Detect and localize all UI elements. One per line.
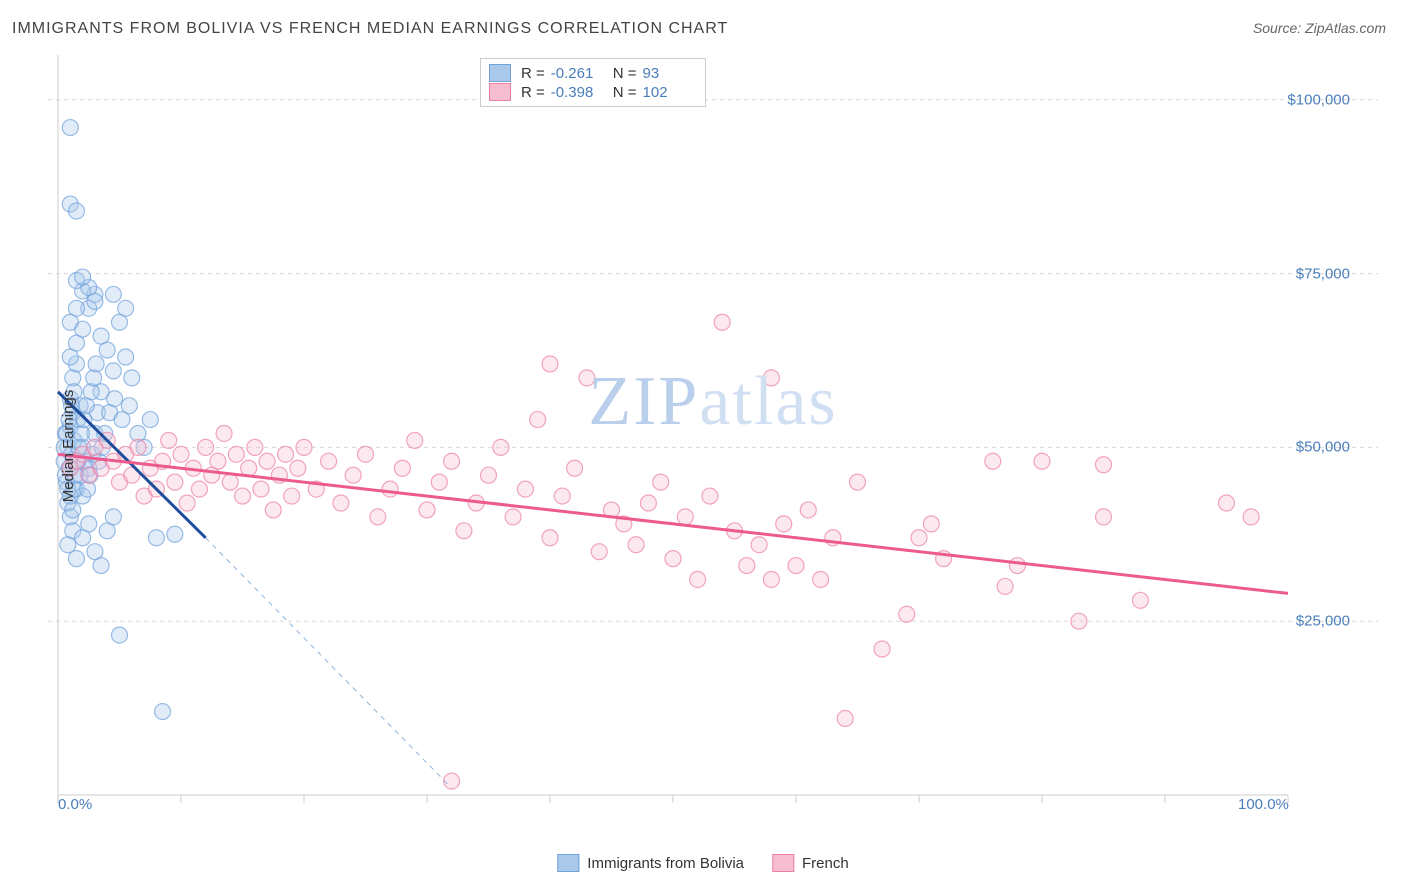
stats-row-bolivia: R = -0.261 N = 93: [489, 64, 695, 82]
swatch-bolivia: [489, 64, 511, 82]
legend-bottom: Immigrants from Bolivia French: [557, 854, 848, 872]
chart-area: ZIPatlas $25,000$50,000$75,000$100,0000.…: [48, 55, 1378, 825]
n-value-french: 102: [643, 84, 695, 101]
stats-legend-box: R = -0.261 N = 93 R = -0.398 N = 102: [480, 58, 706, 107]
r-label: R =: [521, 84, 545, 101]
y-tick-label: $75,000: [1296, 265, 1350, 282]
r-label: R =: [521, 65, 545, 82]
swatch-french: [489, 83, 511, 101]
x-tick-label: 0.0%: [58, 796, 92, 813]
n-label: N =: [613, 65, 637, 82]
x-tick-label: 100.0%: [1238, 796, 1289, 813]
legend-label-bolivia: Immigrants from Bolivia: [587, 855, 744, 872]
chart-title: IMMIGRANTS FROM BOLIVIA VS FRENCH MEDIAN…: [12, 20, 728, 38]
y-tick-label: $25,000: [1296, 613, 1350, 630]
source-attribution: Source: ZipAtlas.com: [1253, 20, 1386, 36]
swatch-bolivia-icon: [557, 854, 579, 872]
legend-label-french: French: [802, 855, 849, 872]
y-tick-label: $100,000: [1287, 91, 1350, 108]
r-value-bolivia: -0.261: [551, 65, 603, 82]
swatch-french-icon: [772, 854, 794, 872]
r-value-french: -0.398: [551, 84, 603, 101]
legend-item-bolivia: Immigrants from Bolivia: [557, 854, 744, 872]
stats-row-french: R = -0.398 N = 102: [489, 83, 695, 101]
n-value-bolivia: 93: [643, 65, 695, 82]
y-tick-label: $50,000: [1296, 439, 1350, 456]
scatter-svg: [48, 55, 1378, 825]
y-axis-label: Median Earnings: [60, 390, 77, 503]
n-label: N =: [613, 84, 637, 101]
legend-item-french: French: [772, 854, 849, 872]
